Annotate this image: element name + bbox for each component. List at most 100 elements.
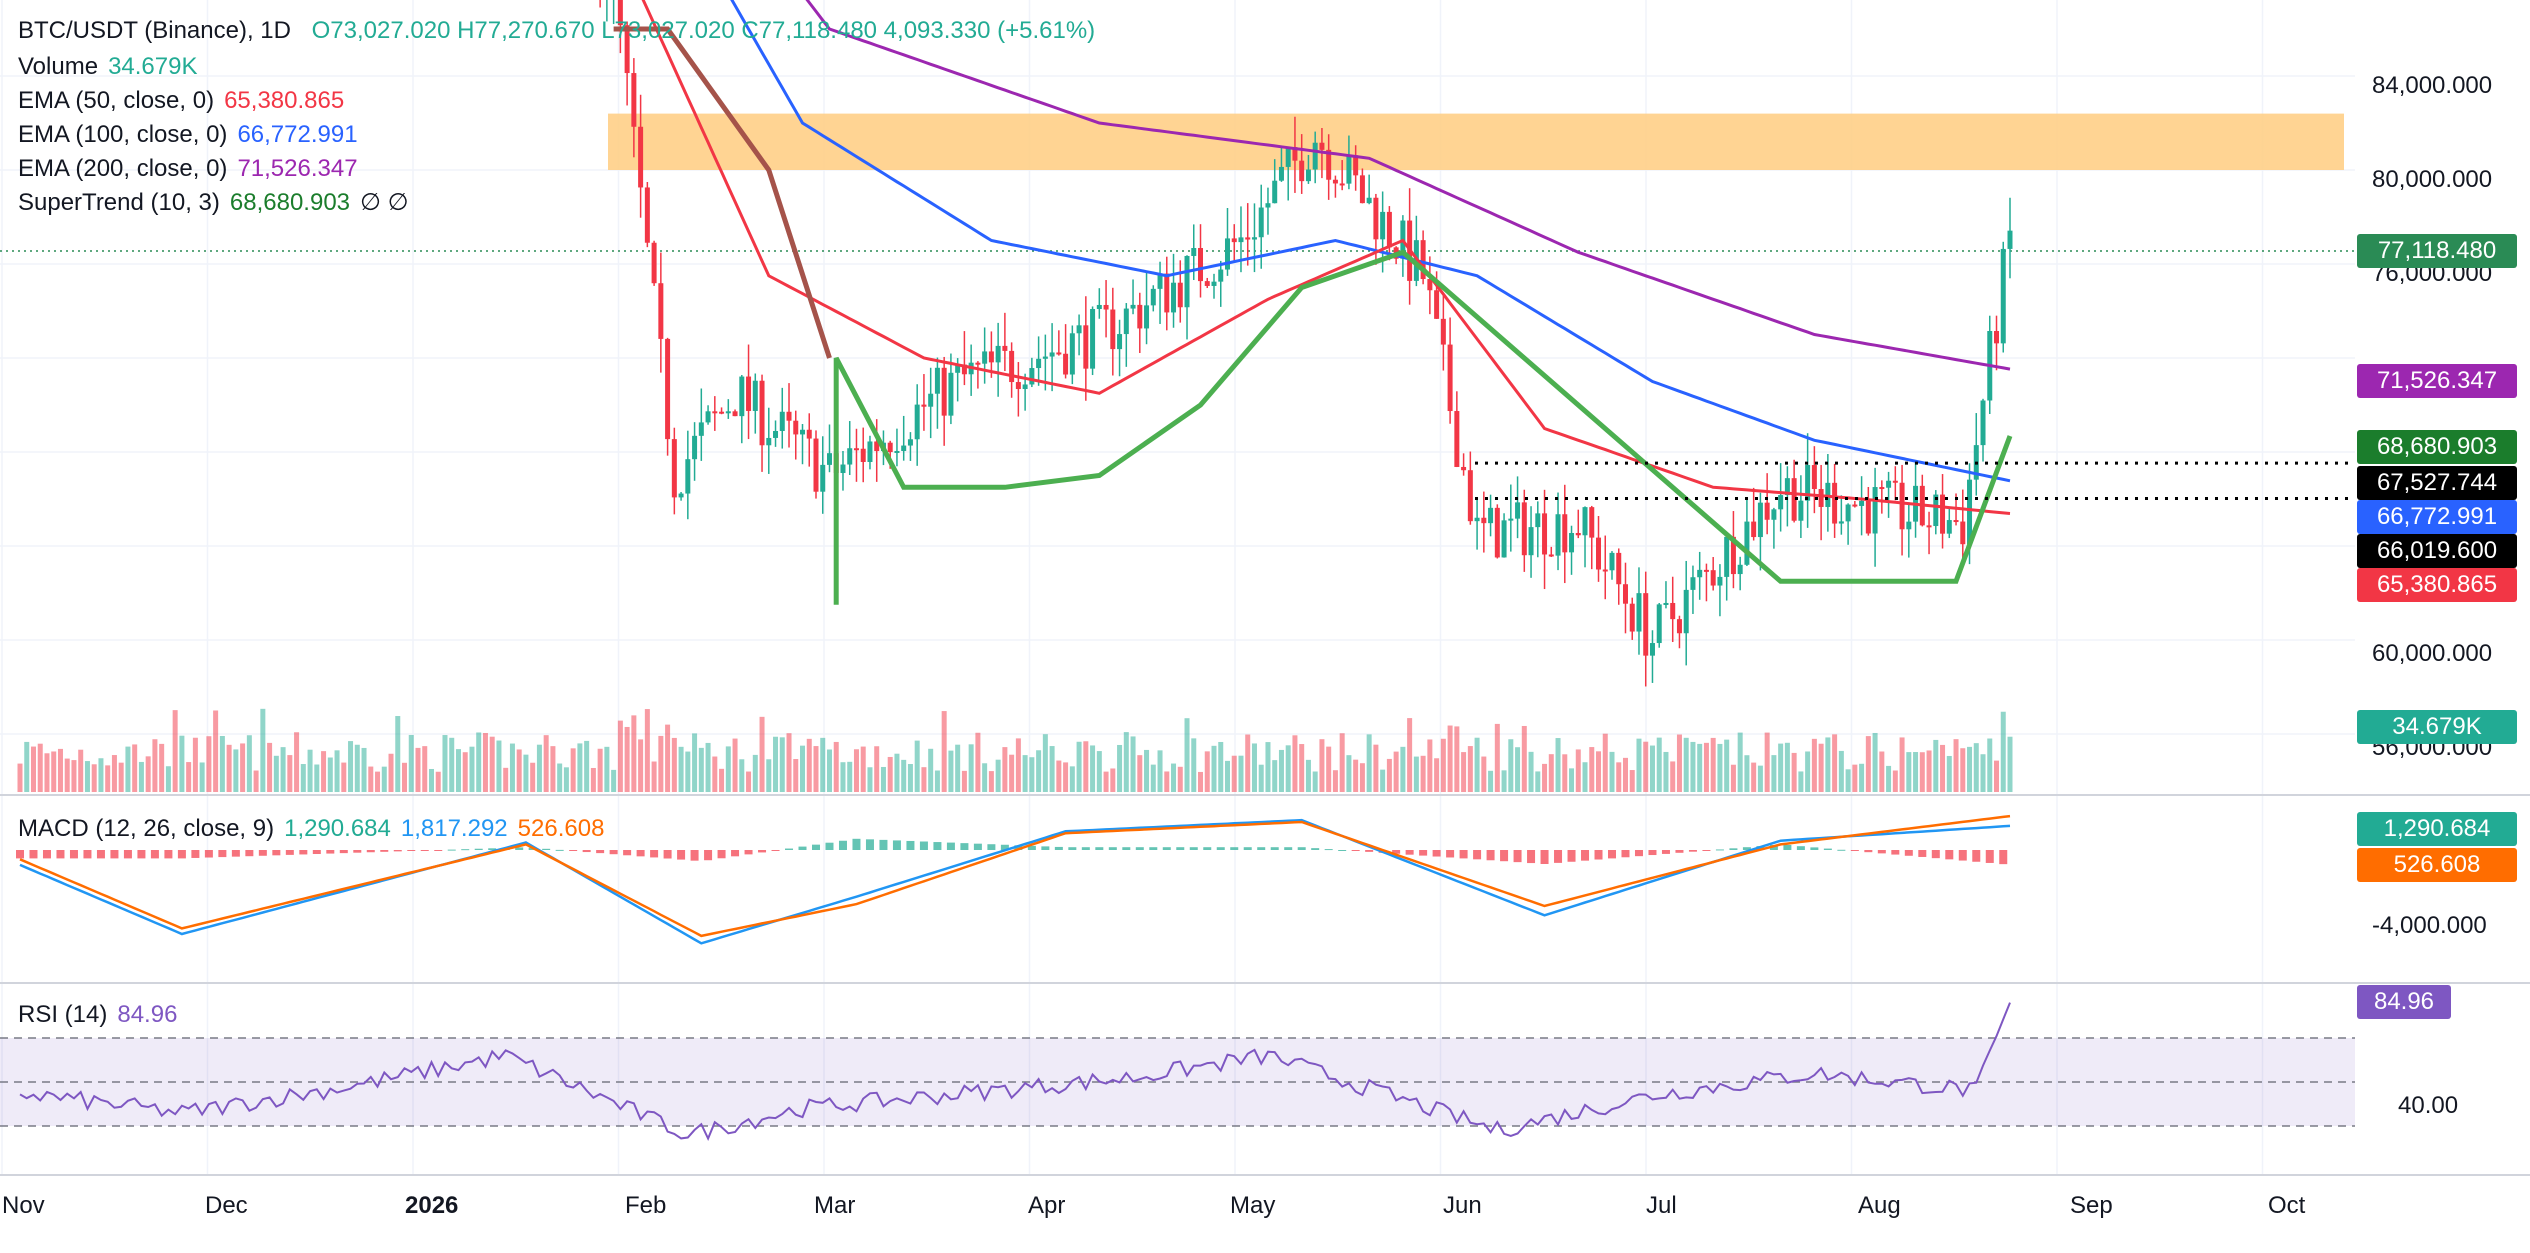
volume-bar xyxy=(692,733,698,792)
volume-bar xyxy=(719,768,725,792)
macd-histogram-bar xyxy=(1392,850,1401,854)
volume-bar xyxy=(1973,743,1979,792)
candle-body xyxy=(1724,536,1730,577)
volume-bar xyxy=(206,736,212,792)
macd-histogram-bar xyxy=(973,843,982,850)
legend-ema100[interactable]: EMA (100, close, 0) 66,772.991 xyxy=(18,118,358,152)
legend-ema50[interactable]: EMA (50, close, 0) 65,380.865 xyxy=(18,84,344,118)
candle-body xyxy=(1258,207,1264,238)
volume-bar xyxy=(1859,763,1865,792)
macd-histogram-bar xyxy=(1432,850,1441,857)
volume-bar xyxy=(921,767,927,792)
volume-bar xyxy=(1022,755,1028,792)
candle-body xyxy=(1542,513,1548,555)
volume-bar xyxy=(1346,755,1352,792)
candle-body xyxy=(793,420,799,435)
candle-body xyxy=(1359,175,1365,204)
candle-body xyxy=(853,448,859,451)
volume-bar xyxy=(1427,739,1433,792)
volume-bar xyxy=(1096,751,1102,792)
macd-histogram-bar xyxy=(960,843,969,850)
macd-histogram-bar xyxy=(1702,850,1711,851)
legend-header: BTC/USDT (Binance), 1D O73,027.020 H77,2… xyxy=(18,14,1095,48)
volume-bar xyxy=(1373,744,1379,792)
candle-body xyxy=(1326,149,1332,180)
volume-bar xyxy=(1764,732,1770,792)
volume-bar xyxy=(800,745,806,792)
volume-bar xyxy=(179,735,185,792)
candle-body xyxy=(746,376,752,411)
candle-body xyxy=(1582,507,1588,536)
legend-supertrend[interactable]: SuperTrend (10, 3) 68,680.903 ∅ ∅ xyxy=(18,186,409,220)
volume-bar xyxy=(813,746,819,792)
volume-bar xyxy=(746,771,752,792)
volume-bar xyxy=(1784,742,1790,792)
candle-body xyxy=(1292,147,1298,161)
macd-histogram-bar xyxy=(1459,850,1468,859)
ema50-line xyxy=(641,0,2011,515)
candle-body xyxy=(1710,570,1716,586)
volume-bar xyxy=(327,757,333,792)
volume-bar xyxy=(1184,718,1190,792)
macd-histogram-bar xyxy=(1284,847,1293,850)
volume-bar xyxy=(671,737,677,792)
volume-bar xyxy=(51,751,57,792)
macd-histogram-bar xyxy=(987,844,996,850)
macd-histogram-bar xyxy=(1095,847,1104,850)
volume-bar xyxy=(530,762,536,792)
macd-histogram-bar xyxy=(1891,850,1900,855)
volume-bar xyxy=(1265,742,1271,792)
candle-body xyxy=(1198,248,1204,282)
candle-body xyxy=(624,25,630,74)
macd-histogram-bar xyxy=(919,841,928,850)
volume-bar xyxy=(516,749,522,792)
volume-bar xyxy=(186,762,192,792)
candle-body xyxy=(1238,237,1244,243)
candle-body xyxy=(921,404,927,407)
volume-bar xyxy=(1811,738,1817,792)
candle-body xyxy=(1832,482,1838,524)
legend-macd-signal-value: 1,817.292 xyxy=(400,815,508,842)
legend-rsi[interactable]: RSI (14) 84.96 xyxy=(18,998,177,1032)
volume-bar xyxy=(874,746,880,792)
candle-body xyxy=(1751,521,1757,538)
macd-histogram-bar xyxy=(1230,847,1239,850)
macd-histogram-bar xyxy=(623,850,632,856)
legend-ema200[interactable]: EMA (200, close, 0) 71,526.347 xyxy=(18,152,358,186)
candle-body xyxy=(1285,147,1291,167)
symbol-title[interactable]: BTC/USDT (Binance), 1D xyxy=(18,17,291,44)
candle-body xyxy=(1562,514,1568,553)
volume-bar xyxy=(1258,764,1264,792)
volume-bar xyxy=(1717,743,1723,792)
volume-bar xyxy=(1164,771,1170,792)
volume-bar xyxy=(1980,754,1986,792)
legend-volume[interactable]: Volume 34.679K xyxy=(18,50,197,84)
volume-bar xyxy=(1676,734,1682,792)
macd-histogram-bar xyxy=(353,850,362,853)
candle-body xyxy=(1778,495,1784,510)
volume-bar xyxy=(1569,768,1575,792)
candle-body xyxy=(941,367,947,416)
legend-macd[interactable]: MACD (12, 26, close, 9) 1,290.684 1,817.29… xyxy=(18,812,604,846)
macd-histogram-bar xyxy=(1338,850,1347,851)
volume-bar xyxy=(341,762,347,792)
volume-bar xyxy=(496,740,502,792)
candle-body xyxy=(1042,356,1048,359)
volume-bar xyxy=(995,759,1001,792)
volume-bar xyxy=(226,744,232,792)
ema200-line xyxy=(805,0,2011,371)
volume-bar xyxy=(1953,739,1959,792)
candle-body xyxy=(1535,513,1541,528)
macd-histogram-bar xyxy=(555,849,564,851)
legend-ema50-value: 65,380.865 xyxy=(224,87,345,114)
candle-body xyxy=(1676,619,1682,634)
candle-body xyxy=(692,435,698,460)
candle-body xyxy=(759,380,765,446)
candle-body xyxy=(934,367,940,394)
volume-bar xyxy=(361,747,367,792)
horizontal-levels xyxy=(1475,461,2355,501)
volume-bar xyxy=(368,766,374,792)
volume-bar xyxy=(1805,751,1811,792)
time-axis-label: Mar xyxy=(814,1192,856,1219)
